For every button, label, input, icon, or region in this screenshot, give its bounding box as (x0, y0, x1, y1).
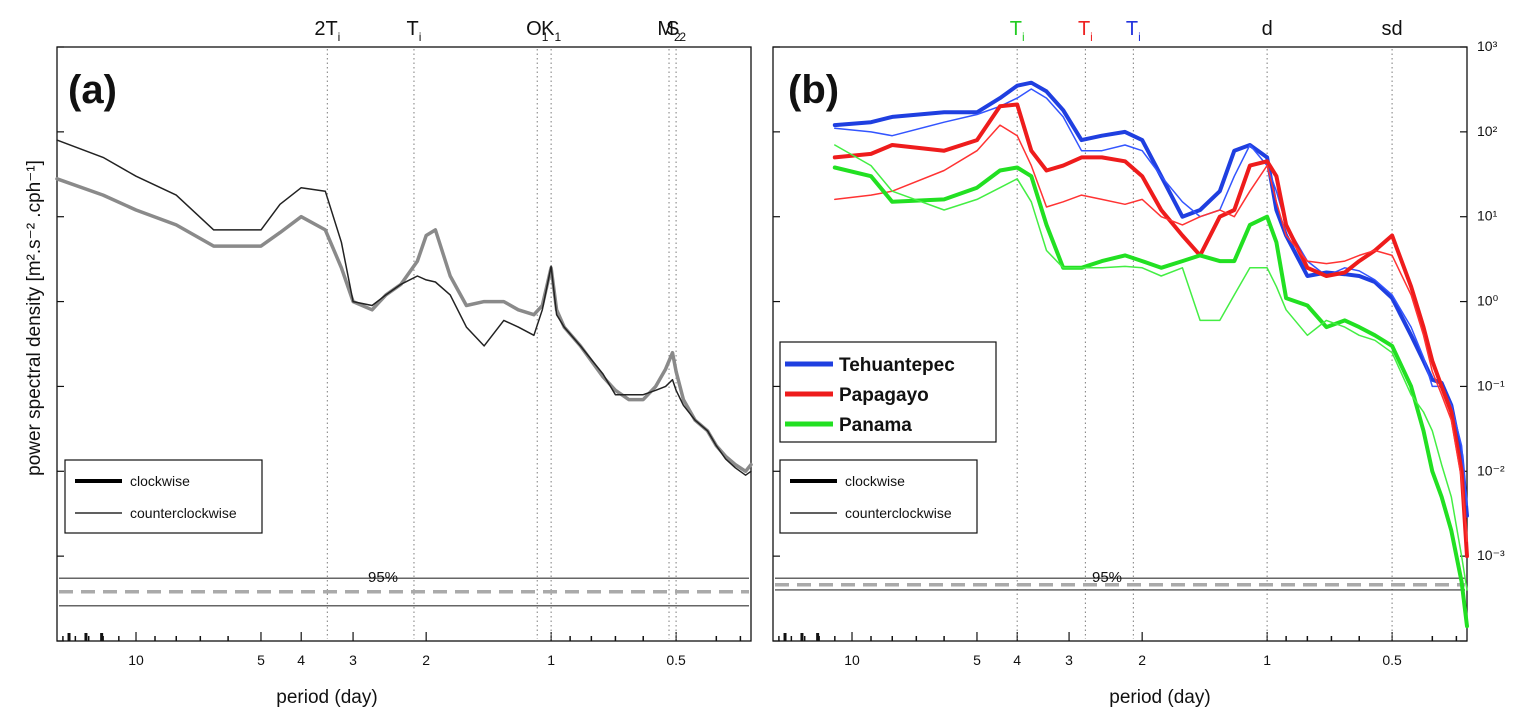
tick-block (816, 633, 820, 641)
x-tick-label: 0.5 (1382, 652, 1402, 668)
clockwise-line (55, 177, 753, 474)
y-axis-title: power spectral density [m².s⁻² .cph⁻¹] (24, 160, 45, 476)
counterclockwise-line (56, 139, 752, 476)
y-tick-label: 10⁻³ (1477, 547, 1505, 563)
x-tick-label: 0.5 (666, 652, 686, 668)
y-tick-label: 10¹ (1477, 208, 1498, 224)
panel-a-tag: (a) (68, 68, 117, 112)
marker-label: Ti (1078, 18, 1093, 44)
panel-b-legend-box (779, 459, 978, 534)
marker-label: Ti (407, 18, 422, 44)
panel-b-confidence-band (775, 577, 1465, 591)
y-tick-label: 10⁻¹ (1477, 377, 1505, 393)
tick-block (84, 633, 88, 641)
panel-b-tag: (b) (788, 68, 839, 112)
panel-a-legend-box (64, 459, 263, 534)
panel-b-legend-label-panama: Panama (839, 415, 912, 436)
papagayo-counterclockwise-line (834, 124, 1468, 542)
panel-b-frame (772, 46, 1468, 642)
y-tick-label: 10³ (1477, 38, 1498, 54)
marker-label: 2Ti (314, 18, 340, 44)
panama-counterclockwise-line (834, 144, 1468, 591)
x-tick-label: 2 (1138, 652, 1146, 668)
x-tick-label: 4 (297, 652, 305, 668)
panel-a-series (55, 139, 753, 476)
panel-a-confidence-band (59, 577, 749, 607)
panel-b-legend-label-clockwise: clockwise (845, 473, 905, 489)
x-tick-label: 3 (349, 652, 357, 668)
panel-b-series (832, 80, 1469, 629)
panel-b-legend-label-tehuantepec: Tehuantepec (839, 355, 955, 376)
tehuantepec-counterclockwise-line (834, 88, 1468, 506)
panel-a-x-axis-title: period (day) (276, 687, 377, 708)
tick-block (783, 633, 787, 641)
panel-b-x-axis-title: period (day) (1109, 687, 1210, 708)
x-tick-label: 1 (1263, 652, 1271, 668)
x-tick-label: 10 (128, 652, 144, 668)
tick-block (800, 633, 804, 641)
x-tick-label: 1 (547, 652, 555, 668)
y-tick-label: 10² (1477, 123, 1498, 139)
panel-a-legend-label-counterclockwise: counterclockwise (130, 505, 237, 521)
tick-block (100, 633, 104, 641)
panel-b-ci-label: 95% (1092, 569, 1122, 586)
x-tick-label: 3 (1065, 652, 1073, 668)
y-tick-label: 10⁰ (1477, 293, 1499, 309)
marker-label: sd (1382, 18, 1403, 40)
panama-clockwise-line (832, 165, 1469, 629)
x-tick-label: 10 (844, 652, 860, 668)
x-tick-label: 4 (1013, 652, 1021, 668)
panel-a-legend-label-clockwise: clockwise (130, 473, 190, 489)
marker-label: Ti (1126, 18, 1141, 44)
panel-a-legend: clockwise counterclockwise (64, 459, 263, 534)
panel-a-frame (56, 46, 752, 642)
marker-label: Ti (1010, 18, 1025, 44)
panel-b-ticks: 10 5 4 3 2 1 0.5 10³ 10² 10¹ 10⁰ 10⁻¹ 10⁻² 10⁻³ (773, 38, 1505, 668)
x-tick-label: 2 (422, 652, 430, 668)
panel-b-legend: clockwise counterclockwise (779, 459, 978, 534)
marker-label: d (1262, 18, 1273, 40)
x-tick-label: 5 (973, 652, 981, 668)
panel-b-legend-label-papagayo: Papagayo (839, 385, 929, 406)
tehuantepec-clockwise-line (832, 80, 1469, 518)
y-tick-label: 10⁻² (1477, 462, 1505, 478)
panel-a-ticks: 10 5 4 3 2 1 0.5 (57, 46, 742, 668)
panel-b-color-legend: Tehuantepec Papagayo Panama (779, 341, 997, 443)
panel-b-marker-lines: Ti Ti Ti d sd (1010, 18, 1403, 639)
x-tick-label: 5 (257, 652, 265, 668)
panel-a-ci-label: 95% (368, 569, 398, 586)
tick-block (67, 633, 71, 641)
panel-b-legend-label-counterclockwise: counterclockwise (845, 505, 952, 521)
